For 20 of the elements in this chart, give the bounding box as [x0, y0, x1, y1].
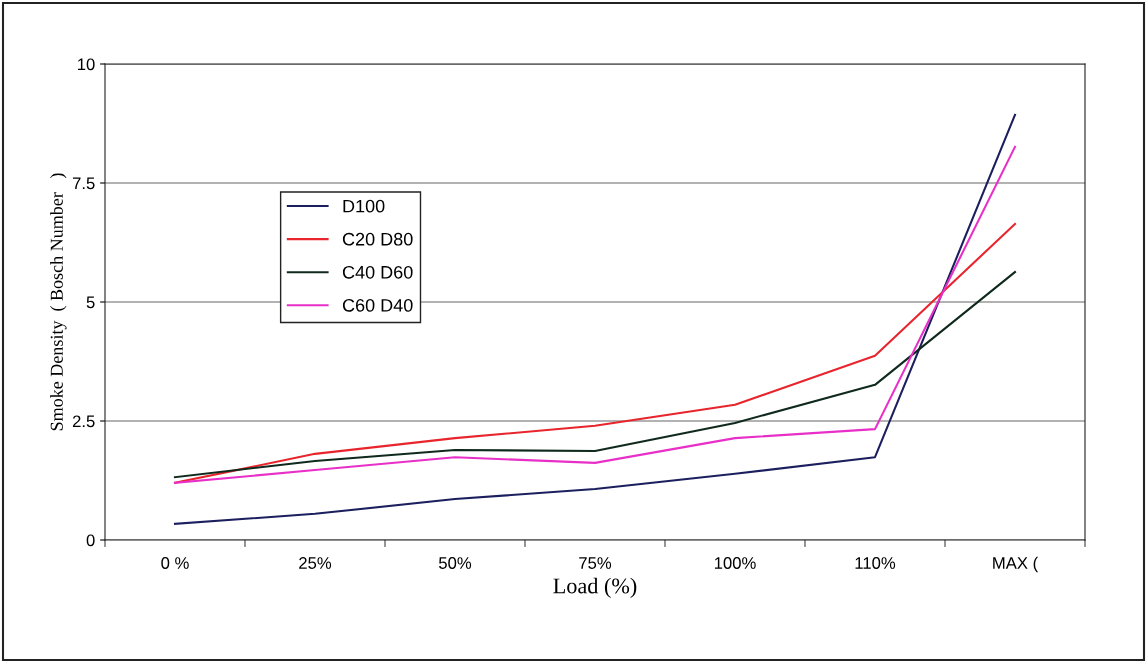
y-tick-label: 10 [78, 58, 95, 71]
x-tick-label: MAX ( [993, 556, 1039, 573]
x-tick-label: 25% [299, 557, 332, 569]
y-tick-label: 0 [86, 534, 95, 547]
legend-label: C40 D60 [342, 265, 413, 279]
y-tick-label: 2.5 [72, 415, 95, 428]
legend-label: C60 D40 [342, 298, 413, 312]
x-axis-title: Load (%) [553, 577, 637, 598]
x-tick-label: 100% [714, 557, 756, 569]
y-tick-label: 5 [86, 296, 95, 309]
y-axis-title: Smoke Density ( Bosch Number ) [50, 173, 67, 431]
legend-label: D100 [343, 199, 385, 213]
line-series [173, 145, 1017, 484]
legend-label: C20 D80 [342, 232, 413, 246]
y-tick-label: 7.5 [72, 177, 95, 190]
x-tick-label: 110% [855, 557, 896, 569]
x-tick-label: 75% [579, 557, 612, 569]
line-series [173, 113, 1017, 525]
x-tick-label: 0 % [161, 557, 189, 569]
x-tick-label: 50% [438, 557, 472, 569]
